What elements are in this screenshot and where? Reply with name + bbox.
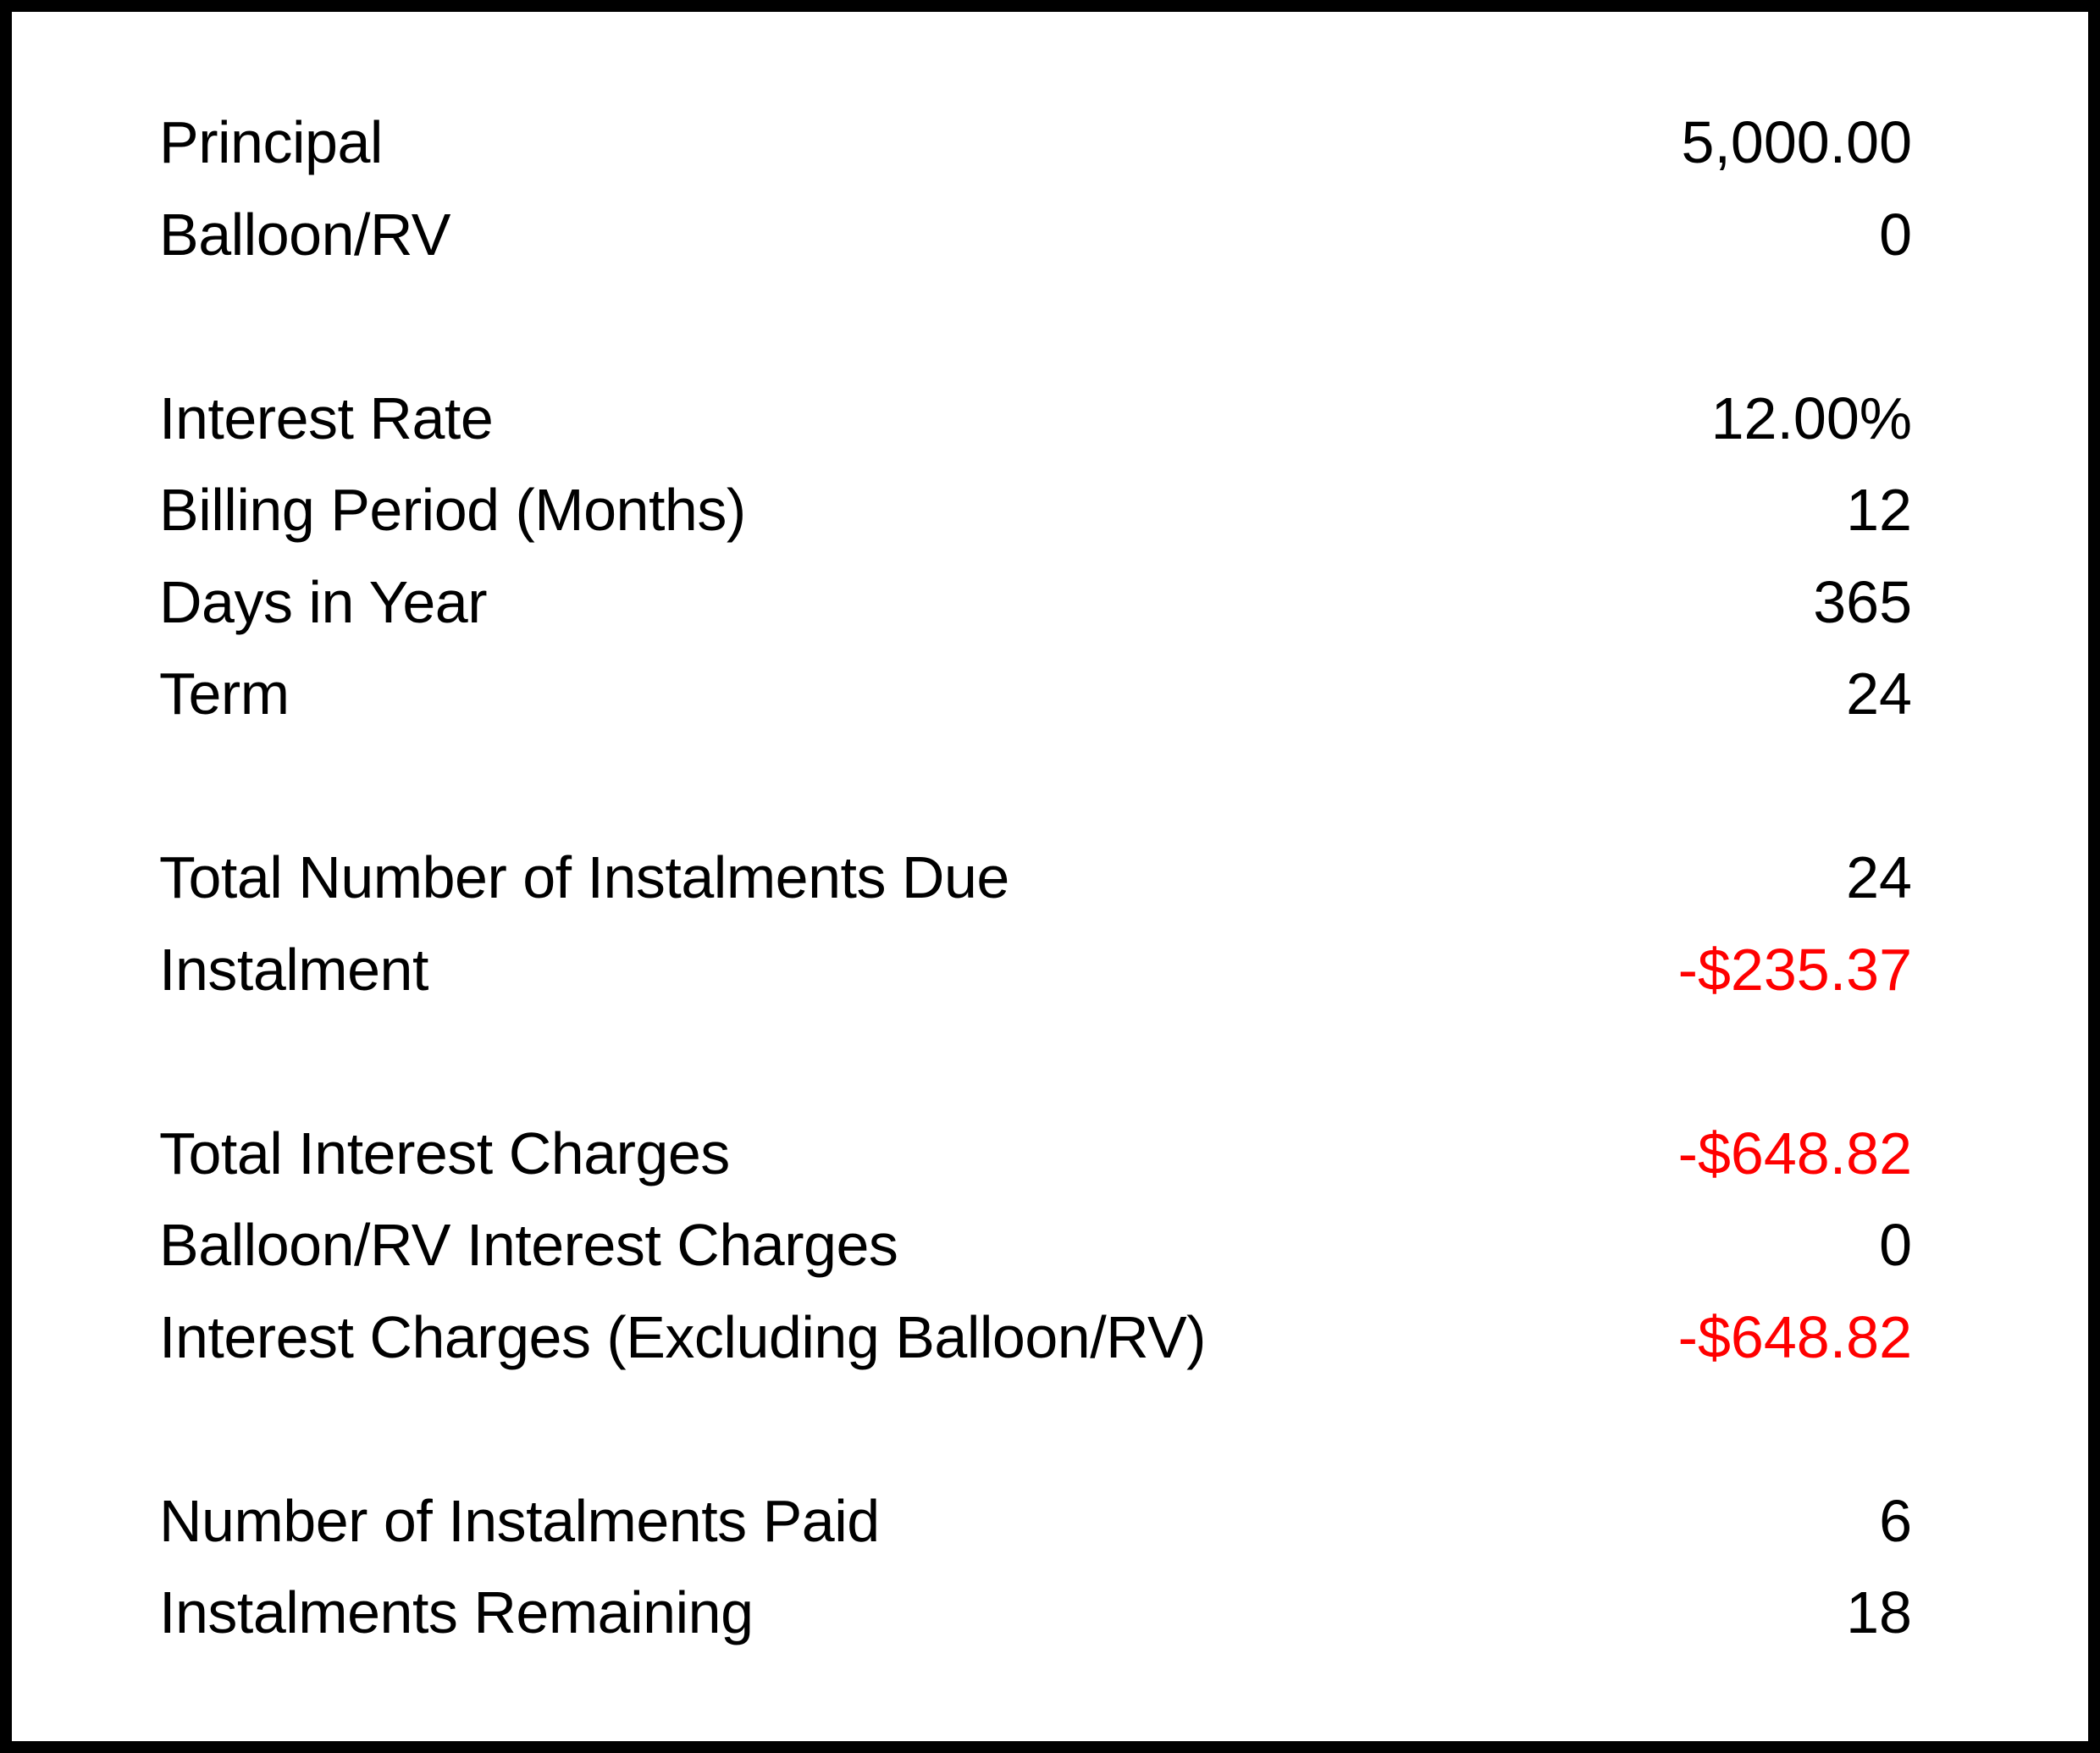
- row-instalment: Instalment -$235.37: [159, 924, 1912, 1016]
- row-value: -$235.37: [1677, 936, 1912, 1003]
- row-label: Total Interest Charges: [159, 1120, 730, 1186]
- row-label: Billing Period (Months): [159, 477, 746, 544]
- row-total-interest-charges: Total Interest Charges -$648.82: [159, 1108, 1912, 1200]
- row-value: 5,000.00: [1681, 109, 1912, 176]
- row-value: 12: [1846, 477, 1912, 544]
- row-balloon-rv: Balloon/RV 0: [159, 189, 1912, 281]
- row-instalments-remaining: Instalments Remaining 18: [159, 1567, 1912, 1659]
- loan-summary-table: Principal 5,000.00 Balloon/RV 0 Interest…: [12, 12, 2088, 1659]
- row-label: Instalment: [159, 936, 428, 1003]
- group-gap: [159, 280, 1912, 373]
- row-value: 18: [1846, 1579, 1912, 1646]
- row-value: 24: [1846, 661, 1912, 727]
- row-interest-rate: Interest Rate 12.00%: [159, 373, 1912, 465]
- row-billing-period-months: Billing Period (Months) 12: [159, 464, 1912, 556]
- row-value: 24: [1846, 844, 1912, 911]
- row-value: 0: [1879, 1212, 1912, 1279]
- group-gap: [159, 740, 1912, 832]
- group-gap: [159, 1383, 1912, 1475]
- row-interest-charges-excluding-balloon-rv: Interest Charges (Excluding Balloon/RV) …: [159, 1291, 1912, 1384]
- row-value: -$648.82: [1677, 1303, 1912, 1370]
- row-label: Number of Instalments Paid: [159, 1487, 880, 1554]
- row-label: Instalments Remaining: [159, 1579, 754, 1646]
- row-principal: Principal 5,000.00: [159, 97, 1912, 189]
- row-label: Balloon/RV Interest Charges: [159, 1212, 898, 1279]
- row-value: 0: [1879, 201, 1912, 268]
- row-label: Interest Rate: [159, 384, 494, 451]
- row-term: Term 24: [159, 648, 1912, 740]
- row-value: -$648.82: [1677, 1120, 1912, 1186]
- row-value: 6: [1879, 1487, 1912, 1554]
- row-value: 365: [1813, 568, 1912, 635]
- group-gap: [159, 1015, 1912, 1108]
- row-label: Total Number of Instalments Due: [159, 844, 1009, 911]
- row-number-of-instalments-paid: Number of Instalments Paid 6: [159, 1475, 1912, 1568]
- row-total-number-of-instalments-due: Total Number of Instalments Due 24: [159, 832, 1912, 924]
- row-label: Term: [159, 661, 290, 727]
- row-label: Balloon/RV: [159, 201, 450, 268]
- row-label: Days in Year: [159, 568, 488, 635]
- row-label: Principal: [159, 109, 383, 176]
- row-days-in-year: Days in Year 365: [159, 556, 1912, 649]
- row-balloon-rv-interest-charges: Balloon/RV Interest Charges 0: [159, 1199, 1912, 1291]
- row-value: 12.00%: [1710, 384, 1912, 451]
- row-label: Interest Charges (Excluding Balloon/RV): [159, 1303, 1206, 1370]
